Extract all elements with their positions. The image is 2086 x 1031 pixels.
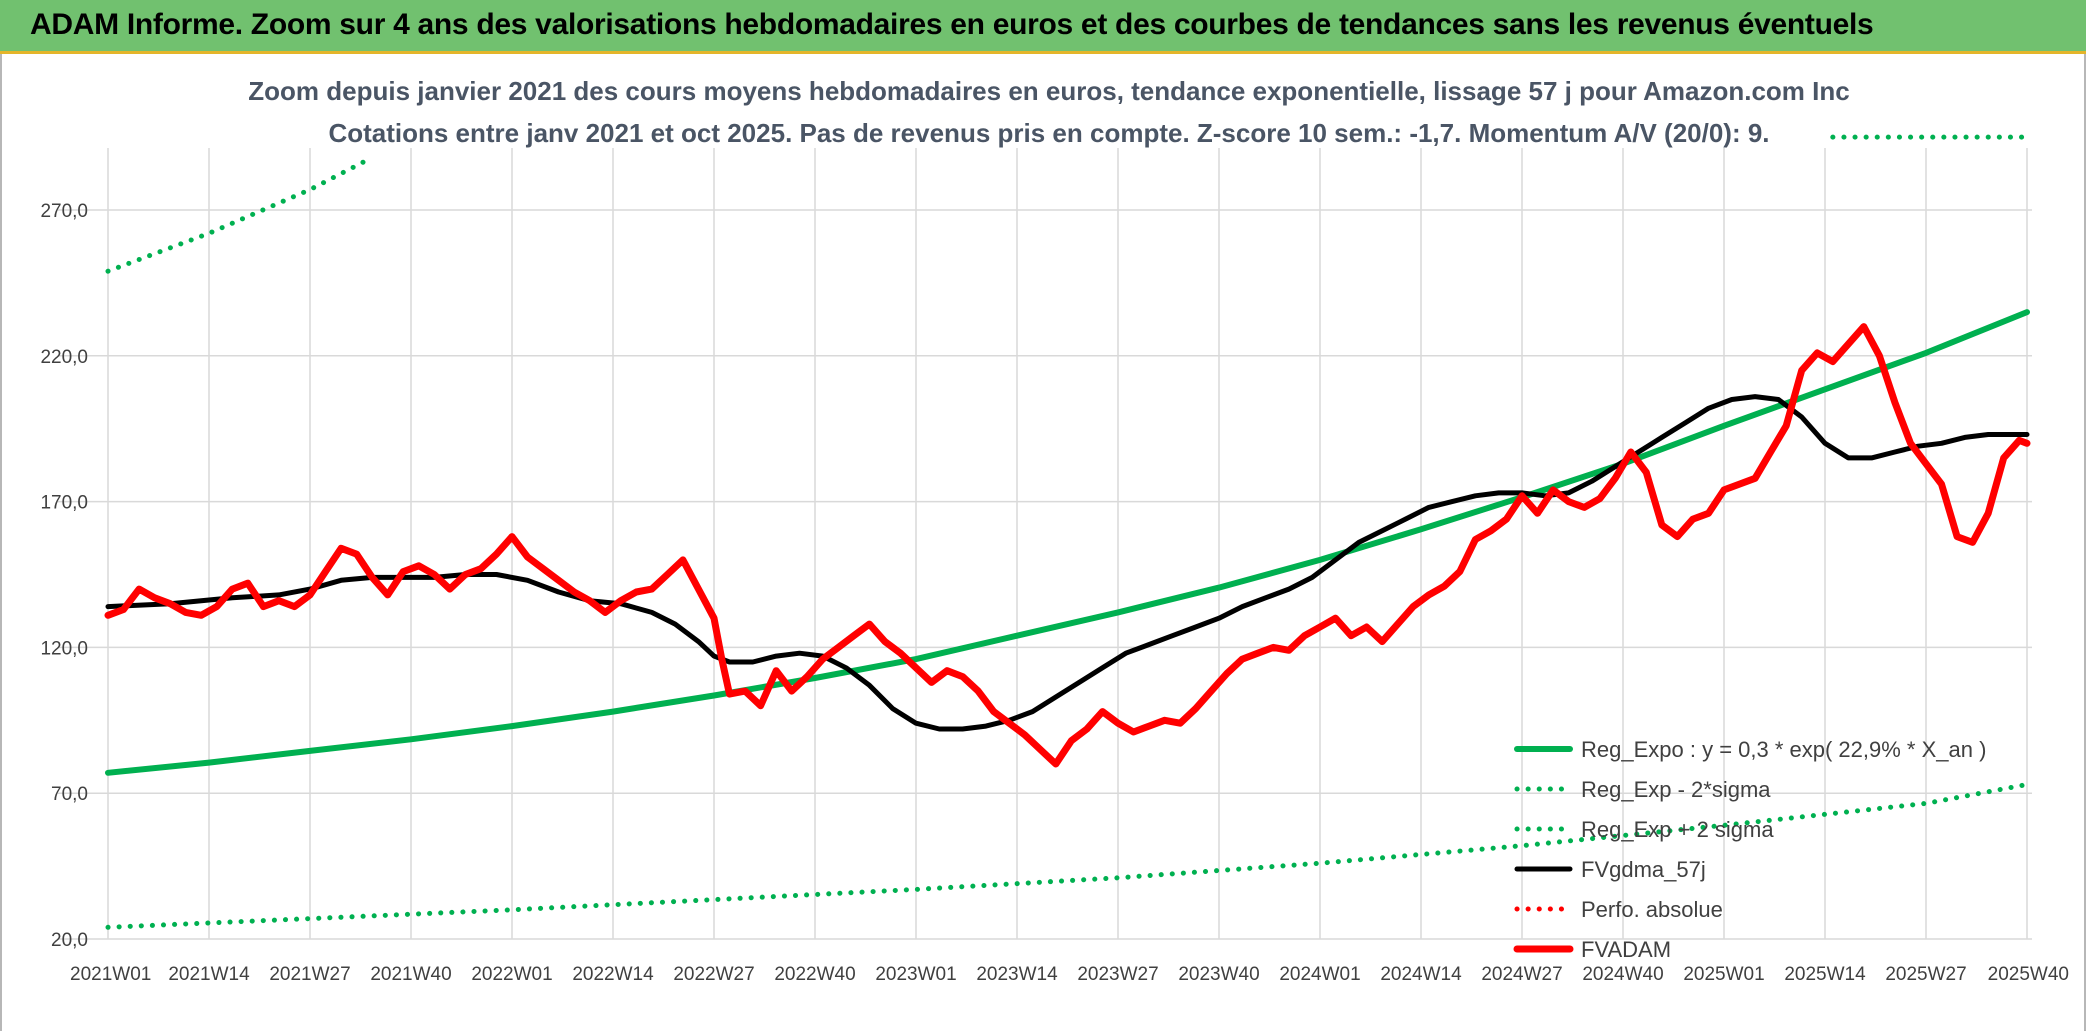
series-5-line <box>104 323 2031 768</box>
legend-label: Reg_Expo : y = 0,3 * exp( 22,9% * X_an ) <box>1581 737 1986 762</box>
legend-label: FVgdma_57j <box>1581 857 1706 882</box>
chart-subtitle: Cotations entre janv 2021 et oct 2025. P… <box>328 118 1769 148</box>
series-3-line <box>105 394 2030 732</box>
page-title: ADAM Informe. Zoom sur 4 ans des valoris… <box>30 8 1874 41</box>
x-tick-label: 2022W01 <box>471 964 552 985</box>
x-tick-label: 2024W40 <box>1582 964 1663 985</box>
legend-label: Perfo. absolue <box>1581 897 1723 922</box>
x-tick-label: 2021W40 <box>370 964 451 985</box>
legend: Reg_Expo : y = 0,3 * exp( 22,9% * X_an )… <box>1513 737 1986 962</box>
x-tick-label: 2021W14 <box>168 964 250 985</box>
x-tick-label: 2023W01 <box>875 964 956 985</box>
x-tick-label: 2024W14 <box>1380 964 1462 985</box>
chart-svg: Zoom depuis janvier 2021 des cours moyen… <box>40 76 2069 985</box>
chart-title: Zoom depuis janvier 2021 des cours moyen… <box>248 76 1849 106</box>
series-layer <box>104 134 2031 930</box>
x-tick-label: 2025W01 <box>1683 964 1764 985</box>
y-tick-label: 220,0 <box>40 347 88 368</box>
y-tick-label: 20,0 <box>51 930 88 951</box>
x-tick-label: 2022W40 <box>774 964 855 985</box>
x-tick-label: 2022W14 <box>572 964 654 985</box>
grid-layer <box>58 148 2032 940</box>
x-tick-label: 2025W40 <box>1988 964 2069 985</box>
x-tick-label: 2023W40 <box>1178 964 1259 985</box>
chart-frame: Zoom depuis janvier 2021 des cours moyen… <box>0 54 2086 1031</box>
x-tick-label: 2024W27 <box>1481 964 1562 985</box>
axis-layer: 20,0 70,0 120,0 170,0 220,0 270,0 2021W01 2021W… <box>40 201 2069 985</box>
legend-label: Reg_Exp - 2*sigma <box>1581 777 1771 802</box>
legend-label: Reg_Exp + 2 sigma <box>1581 817 1774 842</box>
y-tick-label: 170,0 <box>40 493 88 514</box>
series-0-line <box>105 309 2030 776</box>
x-tick-label: 2021W01 <box>70 964 151 985</box>
series-1-line <box>105 782 2030 930</box>
y-tick-label: 270,0 <box>40 201 88 222</box>
x-tick-label: 2025W14 <box>1784 964 1866 985</box>
header-bar: ADAM Informe. Zoom sur 4 ans des valoris… <box>0 0 2086 54</box>
y-tick-label: 70,0 <box>51 784 88 805</box>
x-tick-label: 2023W14 <box>976 964 1058 985</box>
x-tick-label: 2025W27 <box>1885 964 1966 985</box>
x-tick-label: 2022W27 <box>673 964 754 985</box>
legend-label: FVADAM <box>1581 937 1671 962</box>
x-tick-label: 2021W27 <box>269 964 350 985</box>
series-2-line <box>105 155 375 274</box>
x-tick-label: 2024W01 <box>1279 964 1360 985</box>
y-tick-label: 120,0 <box>40 638 88 659</box>
x-tick-label: 2023W27 <box>1077 964 1158 985</box>
